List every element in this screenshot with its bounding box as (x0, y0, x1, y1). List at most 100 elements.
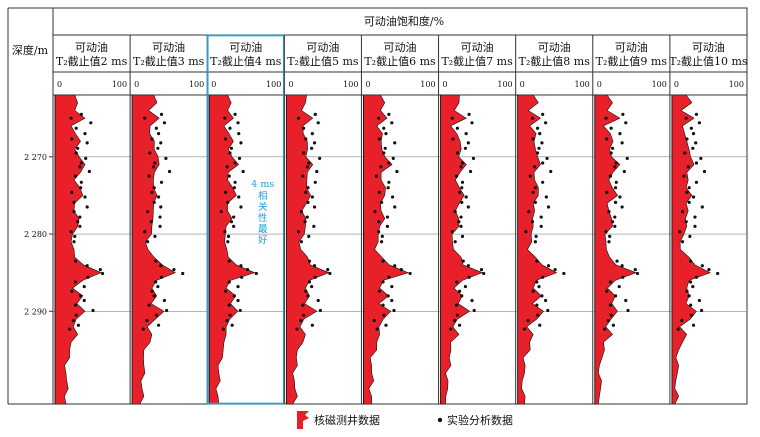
core-sample-point (78, 186, 83, 190)
core-sample-point (223, 137, 228, 141)
core-sample-point (544, 195, 548, 199)
core-sample-point (316, 298, 320, 303)
core-sample-point (530, 220, 535, 224)
x-tick-label-max: 100 (574, 80, 589, 89)
panel-header-line1: 可动油 (152, 40, 185, 54)
core-sample-point (150, 289, 154, 293)
core-sample-point (541, 180, 545, 184)
core-sample-point (618, 195, 622, 199)
core-sample-point (460, 180, 465, 184)
core-sample-point (680, 318, 684, 323)
core-sample-point (70, 190, 74, 194)
track-panel-4: 0 100 (283, 35, 362, 405)
core-sample-point (227, 303, 231, 307)
core-sample-point (301, 313, 306, 317)
core-sample-point (165, 308, 169, 313)
core-sample-point (146, 240, 150, 244)
core-sample-point (141, 327, 145, 331)
core-sample-point (152, 200, 156, 204)
core-sample-point (686, 165, 691, 169)
core-sample-point (382, 313, 386, 317)
core-sample-point (159, 112, 164, 116)
core-sample-point (233, 112, 237, 116)
core-sample-point (699, 308, 704, 313)
core-sample-point (143, 230, 147, 234)
core-sample-point (232, 186, 236, 190)
core-sample-point (377, 220, 381, 224)
legend-nmr-label: 核磁测井数据 (314, 413, 380, 427)
core-sample-point (693, 224, 697, 228)
core-sample-point (227, 174, 231, 178)
nmr-fill-curve (131, 94, 176, 405)
core-sample-point (457, 289, 462, 293)
core-sample-point (466, 205, 470, 209)
core-sample-point (307, 280, 312, 284)
core-sample-point (312, 205, 317, 209)
x-tick-label-min: 0 (288, 80, 293, 89)
core-sample-point (687, 186, 691, 190)
core-sample-point (691, 195, 696, 199)
core-sample-point (69, 230, 73, 234)
panel-header-line1: 可动油 (75, 40, 108, 54)
core-sample-point (531, 137, 535, 141)
core-sample-point (83, 132, 87, 136)
core-sample-point (700, 205, 704, 209)
core-sample-point (315, 169, 319, 174)
core-sample-point (240, 275, 244, 279)
core-sample-point (697, 298, 701, 303)
core-sample-point (154, 259, 158, 263)
core-sample-point (538, 323, 542, 327)
core-sample-point (310, 146, 314, 150)
core-sample-point (466, 264, 470, 268)
core-sample-point (375, 327, 379, 331)
core-sample-point (611, 220, 615, 224)
core-sample-point (682, 174, 686, 178)
core-sample-point (687, 294, 691, 298)
core-sample-point (390, 121, 394, 125)
core-sample-point (241, 169, 245, 174)
core-sample-point (531, 190, 535, 194)
core-sample-point (377, 137, 381, 141)
depth-axis: 2 270 2 280 2 290 (24, 153, 53, 316)
core-sample-point (535, 303, 539, 307)
core-sample-point (535, 313, 540, 317)
core-sample-point (543, 121, 548, 125)
outer-border (52, 7, 748, 405)
core-sample-point (312, 224, 316, 228)
core-sample-point (471, 156, 476, 160)
core-sample-point (540, 141, 544, 145)
core-sample-point (68, 327, 72, 331)
core-sample-point (538, 132, 542, 136)
core-sample-point (691, 146, 695, 150)
core-sample-point (162, 298, 167, 303)
core-sample-point (541, 161, 545, 165)
core-sample-point (537, 284, 541, 289)
core-sample-point (618, 132, 622, 136)
core-sample-point (225, 165, 229, 169)
core-sample-point (226, 234, 231, 238)
core-sample-point (73, 303, 78, 307)
core-sample-point (79, 112, 83, 116)
core-sample-point (625, 156, 629, 160)
core-sample-point (528, 174, 532, 178)
core-sample-point (605, 190, 609, 194)
panel-header-line1: 可动油 (384, 40, 417, 54)
core-sample-point (613, 186, 618, 190)
core-sample-point (377, 190, 381, 194)
core-sample-point (533, 200, 537, 204)
core-sample-point (156, 195, 161, 199)
track-panel-9: 0 100 (669, 35, 747, 405)
core-sample-point (455, 174, 459, 178)
panel-header-line1: 可动油 (538, 40, 571, 54)
x-tick-label-max: 100 (652, 80, 667, 89)
core-sample-point (533, 165, 537, 169)
core-sample-point (608, 234, 612, 238)
core-sample-point (393, 141, 397, 145)
core-sample-point (74, 126, 78, 130)
core-sample-point (377, 289, 381, 293)
core-sample-point (303, 220, 307, 224)
core-sample-point (84, 156, 88, 160)
core-sample-point (232, 294, 236, 298)
core-sample-point (543, 298, 548, 303)
core-sample-point (236, 298, 240, 303)
